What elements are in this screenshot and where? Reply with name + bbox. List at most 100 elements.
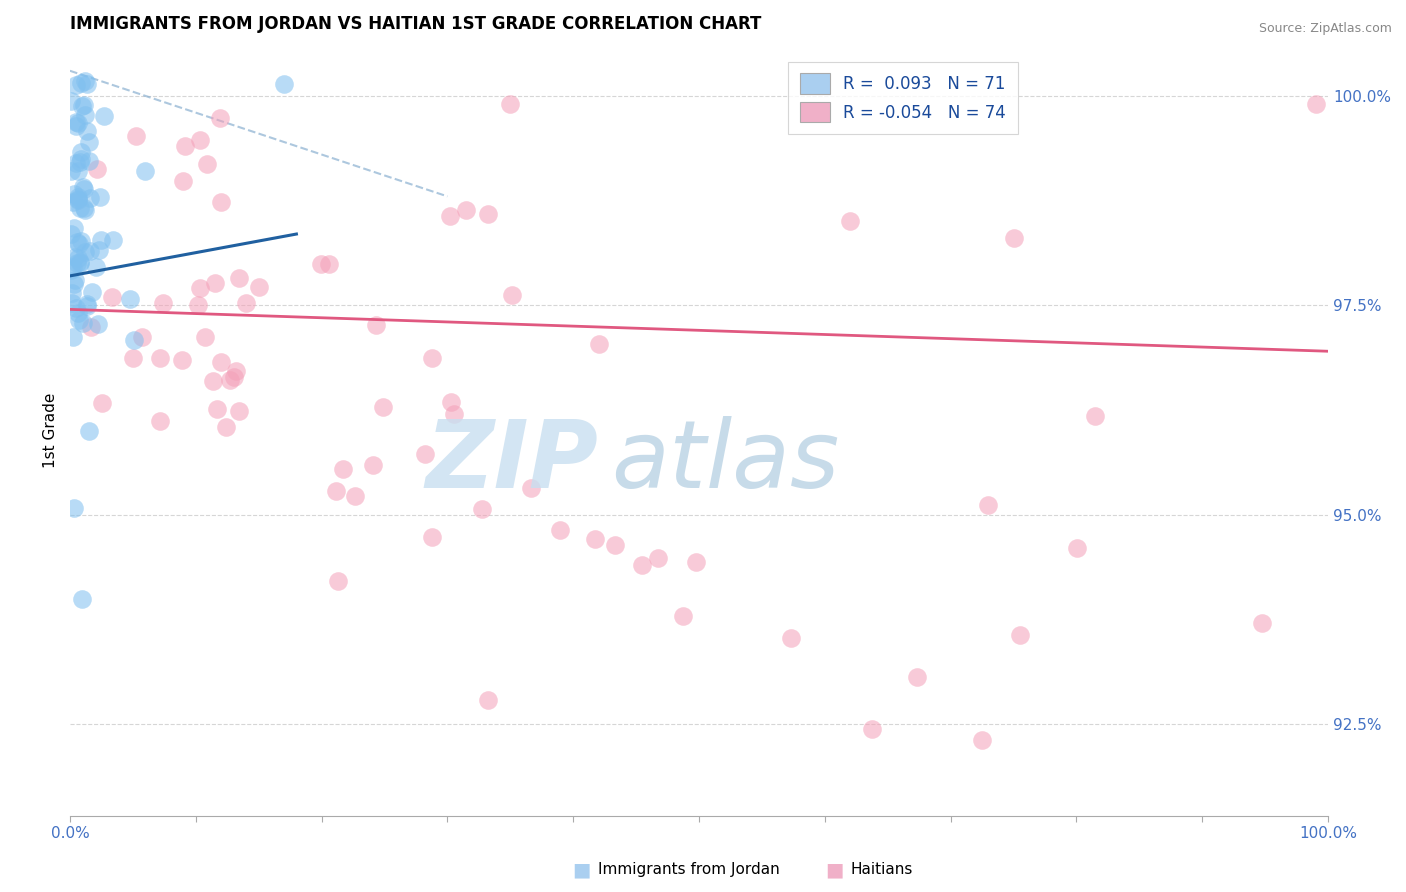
Point (65, 272, 87, 286)
Y-axis label: 1st Grade: 1st Grade (44, 393, 58, 468)
Point (273, 77, 295, 91)
Point (219, 373, 242, 387)
Point (195, 157, 218, 171)
Point (672, 609, 695, 624)
Point (647, 551, 669, 566)
Point (79, 244, 101, 258)
Point (69, 254, 91, 268)
Point (60, 95, 83, 109)
Point (1066, 541, 1088, 555)
Point (73, 245, 96, 260)
Point (80, 320, 103, 334)
Point (77, 424, 100, 438)
Point (603, 538, 626, 552)
Point (67, 192, 90, 206)
Point (66, 116, 89, 130)
Point (172, 353, 194, 368)
Point (75, 73, 97, 87)
Point (443, 408, 465, 422)
Point (89, 190, 111, 204)
Point (188, 281, 211, 295)
Point (67, 193, 90, 207)
Point (977, 498, 1000, 512)
Point (80, 285, 103, 299)
Point (209, 111, 232, 125)
Point (779, 631, 801, 645)
Point (76, 299, 98, 313)
Point (62, 260, 84, 275)
Point (62, 500, 84, 515)
Point (225, 364, 247, 378)
Point (471, 502, 494, 516)
Point (70, 76, 93, 90)
Point (63, 221, 86, 235)
Point (520, 481, 543, 495)
Point (134, 164, 156, 178)
Text: ■: ■ (572, 860, 591, 880)
Point (73, 201, 96, 215)
Point (1305, 97, 1327, 112)
Point (1084, 409, 1107, 423)
Text: atlas: atlas (612, 416, 839, 507)
Point (66, 251, 89, 265)
Point (66, 256, 89, 270)
Point (67, 164, 90, 178)
Point (477, 207, 499, 221)
Point (72, 179, 94, 194)
Point (79, 191, 101, 205)
Point (76, 124, 98, 138)
Point (65, 301, 87, 315)
Point (65, 115, 87, 129)
Point (588, 336, 610, 351)
Point (131, 330, 153, 344)
Point (1251, 616, 1274, 631)
Point (187, 298, 209, 312)
Point (235, 296, 257, 310)
Point (228, 271, 250, 285)
Point (361, 458, 384, 472)
Point (100, 290, 122, 304)
Point (172, 174, 194, 188)
Point (91, 396, 114, 410)
Point (65, 120, 87, 134)
Text: Haitians: Haitians (851, 863, 912, 877)
Point (332, 461, 354, 475)
Point (73, 108, 96, 122)
Point (439, 209, 461, 223)
Point (103, 234, 125, 248)
Point (65, 156, 87, 170)
Point (420, 351, 443, 365)
Text: Immigrants from Jordan: Immigrants from Jordan (598, 863, 779, 877)
Point (311, 257, 333, 271)
Point (630, 558, 652, 572)
Point (86, 161, 108, 176)
Point (420, 530, 443, 544)
Point (69, 145, 91, 159)
Point (60, 286, 83, 301)
Point (548, 523, 571, 537)
Point (839, 214, 862, 228)
Point (73, 181, 96, 195)
Point (118, 292, 141, 306)
Point (70, 234, 93, 248)
Point (204, 277, 226, 291)
Point (122, 351, 145, 365)
Point (970, 733, 993, 747)
Point (70, 152, 93, 166)
Point (60, 262, 83, 277)
Point (149, 414, 172, 428)
Point (93, 109, 115, 123)
Point (87, 318, 110, 332)
Point (685, 555, 707, 569)
Point (90, 233, 112, 247)
Point (371, 400, 394, 414)
Text: Source: ZipAtlas.com: Source: ZipAtlas.com (1258, 22, 1392, 36)
Point (63, 277, 86, 292)
Point (318, 257, 340, 271)
Point (228, 404, 250, 418)
Point (62, 195, 84, 210)
Point (207, 402, 229, 417)
Point (69, 154, 91, 169)
Point (905, 670, 928, 684)
Point (501, 288, 523, 302)
